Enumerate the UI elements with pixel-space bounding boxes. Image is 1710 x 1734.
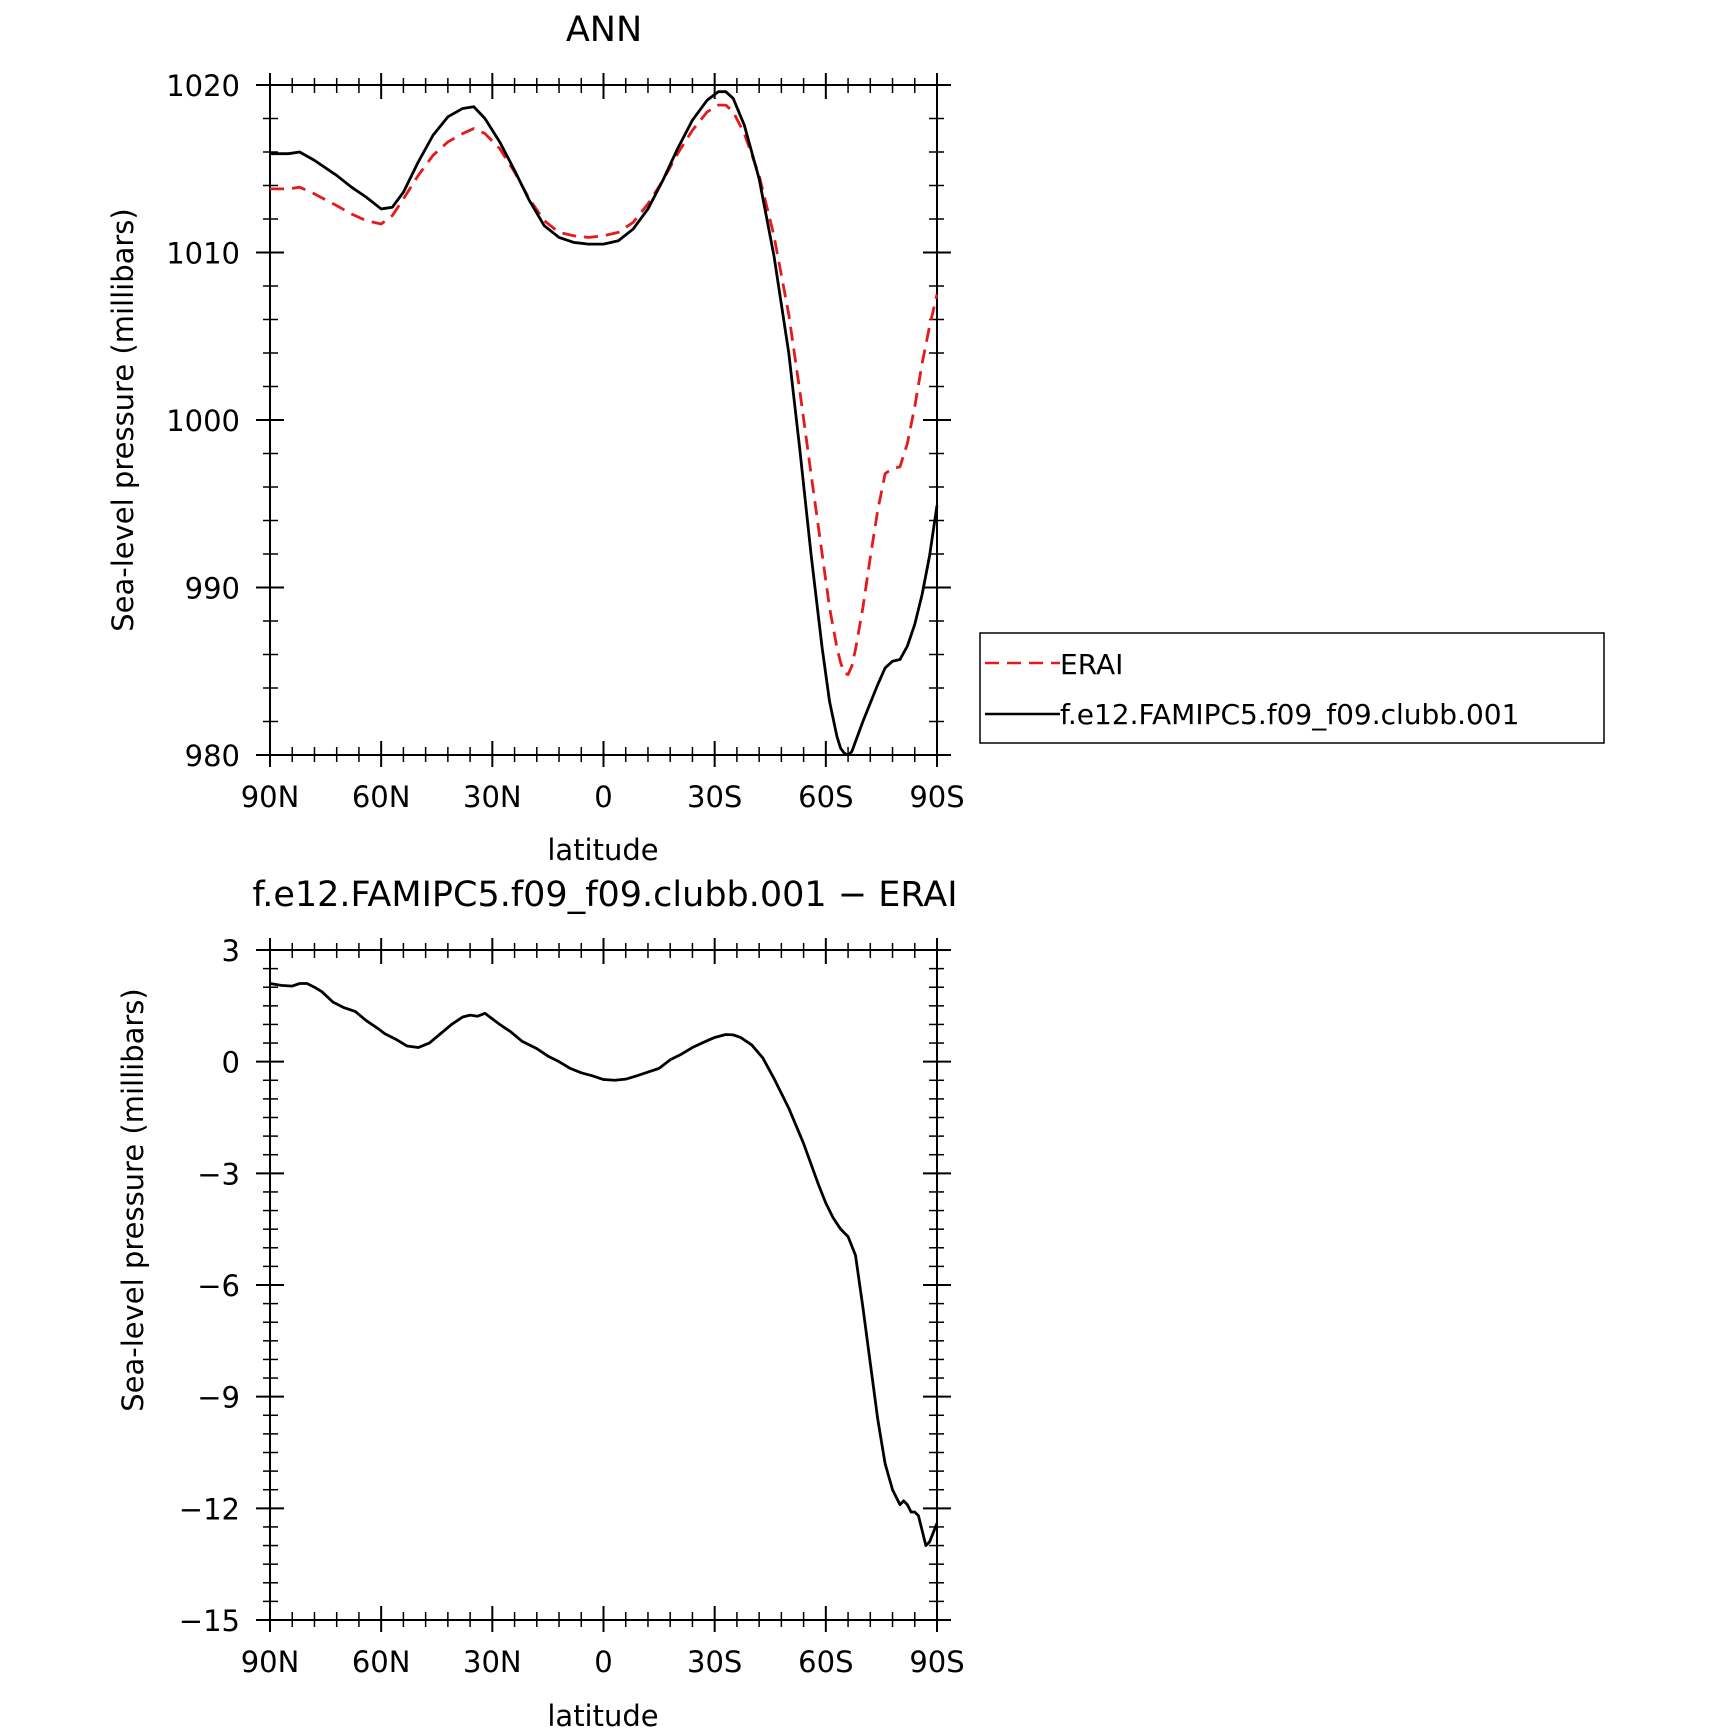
top-panel: ANN 90N 60N 30N 0 30S 60S 90S 1020 1010 1000 990 98… (106, 10, 1605, 867)
bottom-x-tick-label: 0 (594, 1645, 612, 1679)
bottom-plot-frame (269, 949, 938, 1621)
top-x-tick-label: 0 (594, 780, 612, 814)
top-x-tick-label: 60N (352, 780, 411, 814)
bottom-x-tick-label: 30N (463, 1645, 522, 1679)
legend-box (979, 632, 1605, 744)
bottom-chart-title: f.e12.FAMIPC5.f09_f09.clubb.001 − ERAI (252, 875, 957, 915)
bottom-y-tick-label: −6 (197, 1269, 240, 1303)
bottom-y-tick-label: −12 (179, 1492, 240, 1526)
top-x-axis-title: latitude (547, 833, 658, 867)
bottom-series-line-0 (269, 982, 939, 1547)
top-y-tick-label: 980 (185, 739, 240, 773)
bottom-x-axis-title: latitude (547, 1699, 658, 1733)
top-series-line-1 (270, 90, 939, 757)
legend: ERAI f.e12.FAMIPC5.f09_f09.clubb.001 (979, 632, 1605, 744)
bottom-x-tick-label: 90N (241, 1645, 300, 1679)
top-y-tick-label: 1000 (166, 404, 240, 438)
top-chart-title: ANN (566, 10, 642, 50)
bottom-panel: f.e12.FAMIPC5.f09_f09.clubb.001 − ERAI 9… (116, 875, 965, 1733)
top-x-tick-label: 60S (798, 780, 853, 814)
top-y-tick-label: 1010 (166, 237, 240, 271)
bottom-y-tick-label: −9 (197, 1381, 240, 1415)
bottom-plot-area: 90N 60N 30N 0 30S 60S 90S 3 0 −3 −6 −9 −12 −15 (179, 934, 965, 1679)
bottom-y-tick-label: 0 (222, 1046, 240, 1080)
top-y-tick-label: 990 (185, 572, 240, 606)
top-x-tick-label: 30S (687, 780, 742, 814)
bottom-x-tick-label: 30S (687, 1645, 742, 1679)
top-series-line-0 (270, 103, 939, 676)
bottom-x-tick-label: 90S (909, 1645, 964, 1679)
legend-label-model: f.e12.FAMIPC5.f09_f09.clubb.001 (1060, 698, 1519, 731)
legend-label-erai: ERAI (1060, 648, 1123, 681)
bottom-y-tick-label: 3 (222, 934, 240, 968)
top-x-tick-label: 90N (241, 780, 300, 814)
top-x-tick-label: 90S (909, 780, 964, 814)
bottom-y-tick-label: −15 (179, 1604, 240, 1638)
bottom-x-tick-label: 60N (352, 1645, 411, 1679)
top-y-axis-title: Sea-level pressure (millibars) (106, 208, 140, 631)
bottom-x-tick-label: 60S (798, 1645, 853, 1679)
top-plot-area: 90N 60N 30N 0 30S 60S 90S 1020 1010 1000 990 980 (166, 69, 964, 814)
bottom-y-tick-label: −3 (197, 1157, 240, 1191)
top-x-tick-label: 30N (463, 780, 522, 814)
bottom-y-axis-title: Sea-level pressure (millibars) (116, 988, 150, 1411)
top-y-tick-label: 1020 (166, 69, 240, 103)
top-plot-frame (269, 84, 938, 756)
